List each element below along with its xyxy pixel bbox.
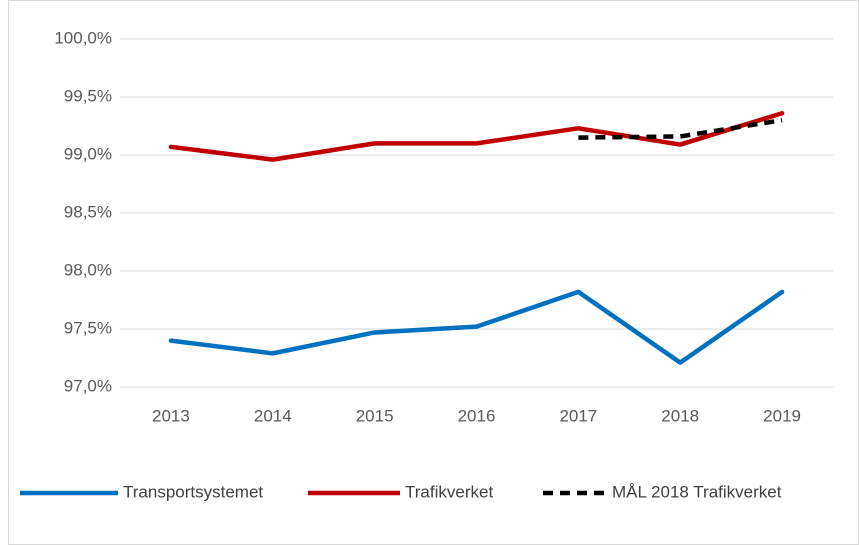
y-tick-label: 99,5% <box>64 86 112 105</box>
x-tick-label: 2017 <box>559 406 597 425</box>
series-line <box>168 110 785 162</box>
x-tick-label: 2015 <box>356 406 394 425</box>
y-tick-label: 98,0% <box>64 260 112 279</box>
y-tick-label: 98,5% <box>64 202 112 221</box>
chart-frame <box>8 0 859 545</box>
legend-label: MÅL 2018 Trafikverket <box>612 482 782 501</box>
y-tick-label: 99,0% <box>64 144 112 163</box>
x-tick-label: 2018 <box>661 406 699 425</box>
y-tick-label: 100,0% <box>54 28 112 47</box>
x-tick-label: 2016 <box>458 406 496 425</box>
x-tick-label: 2019 <box>763 406 801 425</box>
series-line <box>168 289 785 365</box>
y-tick-label: 97,5% <box>64 318 112 337</box>
series-line <box>578 117 783 140</box>
y-tick-label: 97,0% <box>64 376 112 395</box>
legend-label: Trafikverket <box>405 482 493 501</box>
legend: Transportsystemet Trafikverket MÅL 2018 Tr… <box>20 482 782 501</box>
legend-label: Transportsystemet <box>123 482 263 501</box>
x-tick-label: 2013 <box>152 406 190 425</box>
x-tick-label: 2014 <box>254 406 292 425</box>
